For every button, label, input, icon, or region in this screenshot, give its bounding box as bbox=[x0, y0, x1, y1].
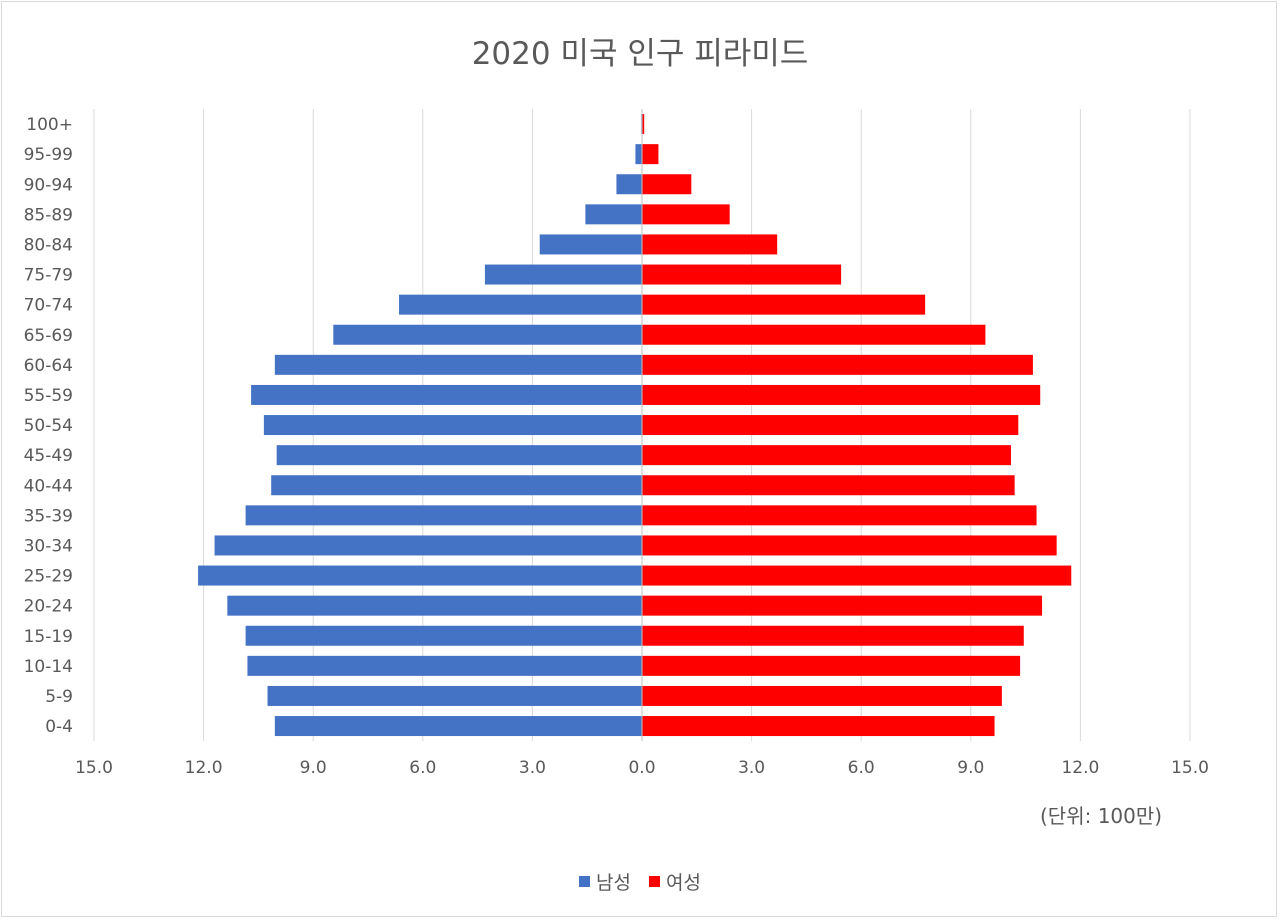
bar-female bbox=[642, 294, 926, 315]
y-tick-label: 75-79 bbox=[24, 266, 73, 286]
chart-title: 2020 미국 인구 피라미드 bbox=[471, 36, 809, 72]
bar-male bbox=[198, 565, 642, 586]
bar-female bbox=[642, 505, 1037, 526]
bar-female bbox=[642, 595, 1043, 616]
y-tick-label: 45-49 bbox=[24, 446, 73, 466]
bar-male bbox=[274, 354, 642, 375]
bar-male bbox=[484, 264, 642, 285]
x-tick-label: 3.0 bbox=[519, 758, 546, 778]
y-tick-label: 100+ bbox=[26, 115, 73, 135]
legend-item-female: 여성 bbox=[649, 868, 701, 895]
legend-swatch-male bbox=[579, 876, 590, 887]
bar-female bbox=[642, 204, 730, 225]
y-tick-label: 55-59 bbox=[24, 386, 73, 406]
bar-male bbox=[333, 324, 642, 345]
y-tick-label: 50-54 bbox=[24, 416, 73, 436]
x-tick-label: 6.0 bbox=[848, 758, 875, 778]
bar-male bbox=[263, 415, 642, 436]
bar-male bbox=[539, 234, 642, 255]
bar-male bbox=[271, 475, 642, 496]
legend-item-male: 남성 bbox=[579, 868, 631, 895]
y-tick-label: 85-89 bbox=[24, 205, 73, 225]
unit-note: (단위: 100만) bbox=[1040, 804, 1163, 828]
y-tick-label: 0-4 bbox=[45, 717, 73, 737]
bar-male bbox=[276, 445, 642, 466]
x-tick-label: 12.0 bbox=[1061, 758, 1099, 778]
bar-female bbox=[642, 716, 995, 737]
y-tick-label: 30-34 bbox=[24, 536, 73, 556]
y-tick-label: 5-9 bbox=[45, 687, 73, 707]
bar-male bbox=[245, 505, 642, 526]
bar-male bbox=[635, 144, 642, 165]
bar-female bbox=[642, 565, 1072, 586]
x-tick-label: 9.0 bbox=[300, 758, 327, 778]
bar-female bbox=[642, 415, 1019, 436]
bar-female bbox=[642, 264, 842, 285]
y-tick-label: 35-39 bbox=[24, 506, 73, 526]
legend-label-female: 여성 bbox=[666, 872, 701, 894]
legend: 남성 여성 bbox=[0, 868, 1280, 895]
bar-male bbox=[274, 716, 642, 737]
x-tick-label: 6.0 bbox=[409, 758, 436, 778]
bar-female bbox=[642, 144, 659, 165]
bar-female bbox=[642, 324, 986, 345]
y-tick-label: 65-69 bbox=[24, 326, 73, 346]
legend-swatch-female bbox=[649, 876, 661, 887]
bar-male bbox=[245, 625, 642, 646]
y-tick-label: 80-84 bbox=[24, 235, 73, 255]
x-tick-label: 15.0 bbox=[75, 758, 113, 778]
y-tick-label: 15-19 bbox=[24, 627, 73, 647]
bar-male bbox=[247, 655, 642, 676]
bar-female bbox=[642, 475, 1015, 496]
bar-female bbox=[642, 384, 1041, 405]
x-tick-label: 12.0 bbox=[185, 758, 223, 778]
y-tick-label: 90-94 bbox=[24, 175, 73, 195]
bar-female bbox=[642, 354, 1033, 375]
y-tick-label: 20-24 bbox=[24, 597, 73, 617]
bar-female bbox=[642, 174, 692, 195]
bar-female bbox=[642, 535, 1057, 556]
bar-female bbox=[642, 114, 645, 135]
bar-female bbox=[642, 445, 1011, 466]
y-tick-label: 10-14 bbox=[24, 657, 73, 677]
bar-female bbox=[642, 655, 1021, 676]
x-tick-label: 9.0 bbox=[957, 758, 984, 778]
bar-male bbox=[214, 535, 642, 556]
y-tick-label: 25-29 bbox=[24, 567, 73, 587]
bar-female bbox=[642, 234, 778, 255]
x-tick-label: 0.0 bbox=[628, 758, 655, 778]
y-tick-label: 40-44 bbox=[24, 476, 73, 496]
bar-male bbox=[585, 204, 642, 225]
legend-label-male: 남성 bbox=[596, 872, 631, 894]
bar-female bbox=[642, 625, 1024, 646]
x-tick-label: 15.0 bbox=[1171, 758, 1209, 778]
bar-male bbox=[616, 174, 642, 195]
bar-male bbox=[227, 595, 642, 616]
x-tick-label: 3.0 bbox=[738, 758, 765, 778]
y-tick-label: 95-99 bbox=[24, 145, 73, 165]
bar-male bbox=[251, 384, 643, 405]
bar-male bbox=[399, 294, 642, 315]
bar-female bbox=[642, 685, 1002, 706]
bar-male bbox=[267, 685, 642, 706]
y-tick-label: 70-74 bbox=[24, 296, 73, 316]
y-tick-label: 60-64 bbox=[24, 356, 73, 376]
